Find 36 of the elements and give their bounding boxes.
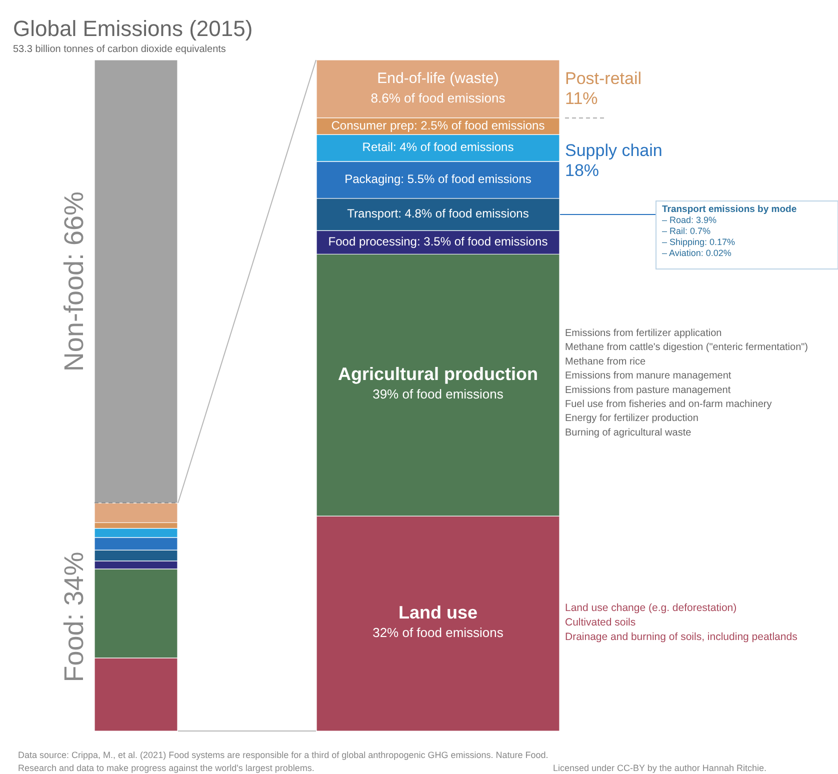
text: Licensed under CC-BY by the author Hannah Ritchie. xyxy=(553,763,766,773)
data-label: 39% of food emissions xyxy=(372,386,504,402)
text: Fuel use from fisheries and on-farm machinery xyxy=(565,399,772,410)
data-label: Transport: 4.8% of food emissions xyxy=(347,206,529,221)
text: Emissions from manure management xyxy=(565,370,732,382)
text: – Shipping: 0.17% xyxy=(662,237,736,247)
text: Methane from rice xyxy=(565,356,646,368)
chart-subtitle: 53.3 billion tonnes of carbon dioxide equivalents xyxy=(13,44,226,55)
text: Burning of agricultural waste xyxy=(565,427,692,438)
series-label: Agricultural production xyxy=(338,364,538,384)
series-label: End-of-life (waste) xyxy=(377,70,499,87)
data-label: Consumer prep: 2.5% of food emissions xyxy=(331,118,545,132)
text: Post-retail 11% xyxy=(565,69,642,108)
text: Energy for fertilizer production xyxy=(565,413,698,424)
data-label: Packaging: 5.5% of food emissions xyxy=(344,172,532,186)
data-label: 32% of food emissions xyxy=(372,624,504,640)
text: Research and data to make progress against the world's largest problems. xyxy=(18,763,314,773)
text: Transport emissions by mode xyxy=(662,204,797,215)
data-label: Non-food: 66% xyxy=(59,191,90,372)
series-label: Land use xyxy=(398,602,478,622)
text: Methane from cattle's digestion ("enteric fermentation") xyxy=(565,342,808,354)
text: Drainage and burning of soils, including peatlands xyxy=(565,631,798,643)
text: Cultivated soils xyxy=(565,616,636,628)
text: – Aviation: 0.02% xyxy=(662,248,732,258)
text: – Rail: 0.7% xyxy=(662,226,711,236)
text: Emissions from pasture management xyxy=(565,384,731,396)
data-label: Food processing: 3.5% of food emissions xyxy=(328,234,548,249)
data-label: Retail: 4% of food emissions xyxy=(362,140,514,154)
text: Supply chain 18% xyxy=(565,141,662,180)
text: Emissions from fertilizer application xyxy=(565,328,722,339)
text: Land use change (e.g. deforestation) xyxy=(565,602,737,614)
text: – Road: 3.9% xyxy=(662,215,717,225)
data-label: 8.6% of food emissions xyxy=(370,90,506,106)
source-note: Data source: Crippa, M., et al. (2021) Food systems are responsible for a third of global anthropogenic GHG emissions. Nature Food. xyxy=(18,750,548,760)
chart-title: Global Emissions (2015) xyxy=(13,16,253,41)
text: Food: 34% xyxy=(59,552,90,682)
